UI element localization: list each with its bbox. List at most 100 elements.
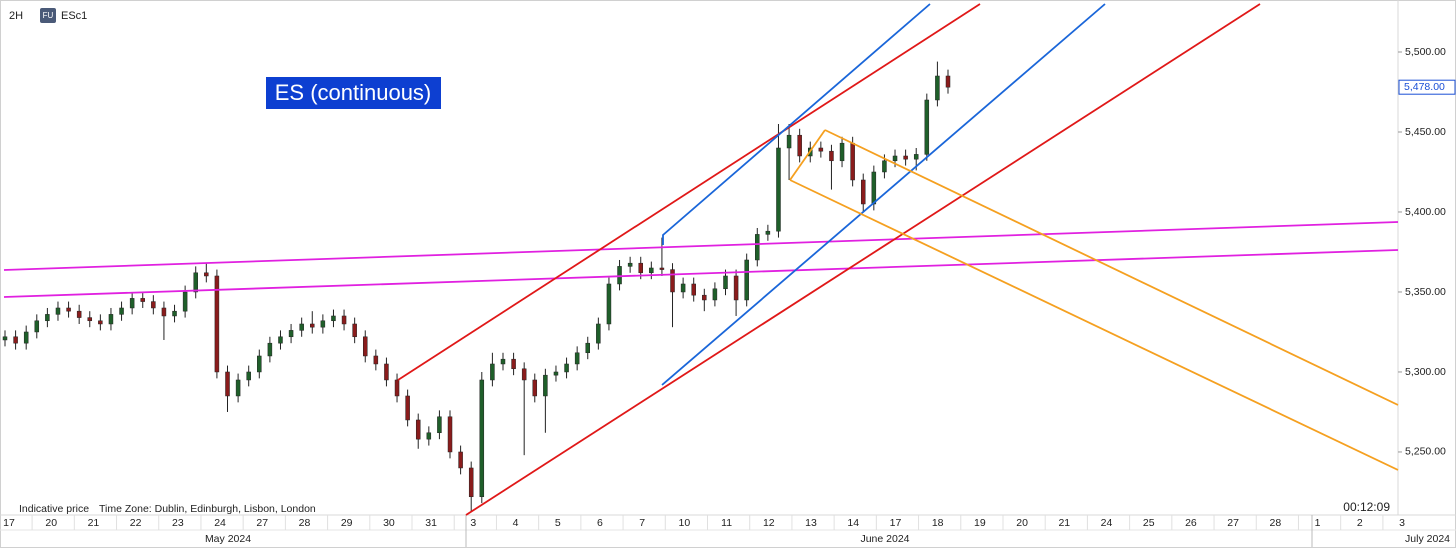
footer-note: Indicative price xyxy=(19,503,89,515)
candle-body xyxy=(182,291,188,312)
candle-body xyxy=(55,307,61,315)
candle-body xyxy=(935,75,940,101)
x-tick-label: 11 xyxy=(721,517,732,529)
candle-body xyxy=(34,320,40,333)
x-tick-label: 2 xyxy=(1357,517,1363,529)
candle-body xyxy=(352,323,357,338)
candle-body xyxy=(553,371,559,376)
candle-body xyxy=(415,419,421,440)
candle-body xyxy=(193,272,198,293)
candle-body xyxy=(649,267,654,274)
last-price-label: 5,478.00 xyxy=(1404,81,1445,93)
candle-body xyxy=(723,275,728,290)
x-tick-label: 20 xyxy=(45,517,57,529)
candle-body xyxy=(702,294,707,301)
x-tick-label: 6 xyxy=(597,517,603,529)
candle-body xyxy=(426,432,432,440)
y-tick-label: 5,350.00 xyxy=(1405,286,1446,298)
candle-body xyxy=(670,269,675,293)
candle-body xyxy=(151,301,156,309)
candle-body xyxy=(76,310,82,318)
trend-line xyxy=(465,3,1261,516)
candle-body xyxy=(246,371,251,381)
candle-body xyxy=(490,363,495,381)
candle-body xyxy=(860,179,866,205)
candle-body xyxy=(278,336,283,344)
trend-line xyxy=(662,3,931,245)
candle-body xyxy=(214,275,220,373)
candle-body xyxy=(913,154,919,160)
x-tick-label: 21 xyxy=(1058,517,1070,529)
candle-body xyxy=(797,134,802,157)
x-tick-label: 4 xyxy=(513,517,519,529)
x-tick-label: 17 xyxy=(890,517,902,529)
candle-body xyxy=(320,320,326,328)
x-tick-label: 24 xyxy=(1101,517,1113,529)
y-tick-label: 5,300.00 xyxy=(1405,366,1446,378)
x-tick-label: 7 xyxy=(639,517,645,529)
candle-body xyxy=(818,147,824,152)
trend-line xyxy=(3,221,1399,271)
x-tick-label: 29 xyxy=(341,517,353,529)
candle-body xyxy=(617,266,622,285)
x-tick-label: 5 xyxy=(555,517,561,529)
candle-body xyxy=(405,395,410,421)
x-tick-label: 28 xyxy=(299,517,311,529)
candle-body xyxy=(511,358,516,370)
candle-body xyxy=(288,330,294,338)
month-label: June 2024 xyxy=(860,533,909,545)
candle-body xyxy=(13,336,18,344)
candle-body xyxy=(161,307,167,317)
x-tick-label: 22 xyxy=(130,517,142,529)
candle-body xyxy=(394,379,400,397)
candle-body xyxy=(765,230,771,235)
x-tick-label: 18 xyxy=(932,517,944,529)
x-tick-label: 17 xyxy=(3,517,15,529)
candle-body xyxy=(87,317,93,322)
x-tick-label: 27 xyxy=(256,517,268,529)
candle-body xyxy=(532,379,538,397)
x-tick-label: 24 xyxy=(214,517,226,529)
x-tick-label: 30 xyxy=(383,517,395,529)
candle-body xyxy=(680,283,686,293)
candle-body xyxy=(776,147,781,232)
x-tick-label: 31 xyxy=(425,517,437,529)
candle-body xyxy=(45,314,50,322)
candle-body xyxy=(129,298,135,309)
trend-line xyxy=(3,249,1399,298)
candle-body xyxy=(786,134,792,149)
candle-body xyxy=(447,416,453,453)
candle-body xyxy=(384,363,389,381)
candle-body xyxy=(119,307,124,315)
badge-box xyxy=(40,8,56,23)
trend-line xyxy=(397,3,981,381)
candle-body xyxy=(267,342,273,357)
timezone: Time Zone: Dublin, Edinburgh, Lisbon, Lo… xyxy=(99,503,316,515)
trend-lines xyxy=(3,3,1399,516)
candle-body xyxy=(468,467,474,498)
x-tick-label: 1 xyxy=(1315,517,1321,529)
x-tick-label: 13 xyxy=(805,517,817,529)
candle-body xyxy=(299,323,304,331)
annotation-box xyxy=(266,77,441,109)
x-tick-label: 14 xyxy=(847,517,859,529)
x-tick-label: 3 xyxy=(470,517,476,529)
candle-body xyxy=(638,262,643,274)
candle-body xyxy=(543,374,548,397)
candle-body xyxy=(903,155,908,160)
candle-body xyxy=(755,234,760,261)
candle-body xyxy=(839,142,845,162)
x-tick-label: 23 xyxy=(172,517,184,529)
candle-body xyxy=(373,355,379,365)
axis: 5,250.00 5,300.00 5,350.00 5,400.00 5,450.00… xyxy=(3,46,1456,545)
y-tick-label: 5,450.00 xyxy=(1405,126,1446,138)
candle-body xyxy=(225,371,230,397)
x-tick-label: 21 xyxy=(88,517,100,529)
x-tick-label: 20 xyxy=(1016,517,1028,529)
candle-body xyxy=(882,160,887,173)
candle-body xyxy=(479,379,485,498)
candle-body xyxy=(521,368,527,381)
candle-body xyxy=(362,336,368,357)
candle-body xyxy=(172,310,177,317)
